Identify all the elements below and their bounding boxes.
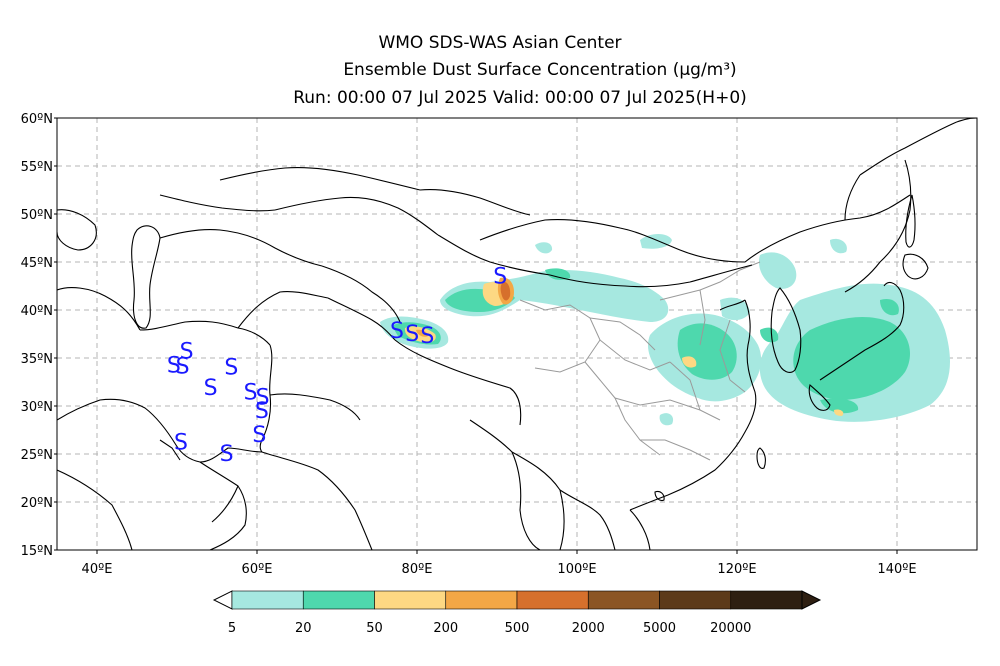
dust-station-marker: S — [255, 399, 269, 424]
colorbar-swatch — [231, 590, 304, 610]
colorbar-swatch — [730, 590, 803, 610]
latitude-tick-label: 50ºN — [21, 208, 53, 223]
latitude-tick-label: 30ºN — [21, 400, 53, 415]
longitude-tick-label: 100ºE — [557, 562, 596, 577]
longitude-tick-label: 120ºE — [717, 562, 756, 577]
longitude-tick-label: 40ºE — [82, 562, 113, 577]
province-borders — [519, 261, 761, 461]
dust-station-marker: S — [252, 423, 266, 448]
colorbar-level-label: 50 — [366, 621, 383, 636]
dust-station-marker: S — [390, 319, 404, 344]
title-line-1: WMO SDS-WAS Asian Center — [378, 33, 622, 53]
colorbar-swatch — [516, 590, 589, 610]
dust-station-marker: S — [493, 264, 507, 289]
latitude-tick-label: 40ºN — [21, 304, 53, 319]
dust-station-marker: S — [420, 324, 434, 349]
map-frame — [56, 117, 978, 551]
colorbar-swatch — [659, 590, 732, 610]
latitude-tick-label: 60ºN — [21, 112, 53, 127]
dust-station-marker: S — [244, 381, 258, 406]
dust-station-marker: S — [204, 376, 218, 401]
longitude-labels: 40ºE 60ºE 80ºE 100ºE 120ºE 140ºE — [82, 550, 917, 577]
dust-station-marker: S — [220, 442, 234, 467]
latitude-tick-label: 20ºN — [21, 496, 53, 511]
dust-station-marker: S — [405, 322, 419, 347]
longitude-tick-label: 80ºE — [402, 562, 433, 577]
title-line-3: Run: 00:00 07 Jul 2025 Valid: 00:00 07 J… — [293, 88, 747, 108]
dust-station-marker: S — [167, 354, 181, 379]
colorbar-swatch — [302, 590, 375, 610]
colorbar-level-label: 2000 — [572, 621, 605, 636]
longitude-tick-label: 140ºE — [877, 562, 916, 577]
colorbar-swatch — [587, 590, 660, 610]
dust-station-marker: S — [224, 356, 238, 381]
latitude-labels: 60ºN 55ºN 50ºN 45ºN 40ºN 35ºN 30ºN 25ºN 20ºN 15ºN — [21, 112, 57, 559]
colorbar-level-label: 20 — [295, 621, 312, 636]
colorbar-high-arrow — [801, 590, 822, 610]
colorbar-level-label: 500 — [505, 621, 530, 636]
latitude-tick-label: 55ºN — [21, 160, 53, 175]
latitude-tick-label: 25ºN — [21, 448, 53, 463]
latitude-tick-label: 35ºN — [21, 352, 53, 367]
dust-station-marker: S — [174, 431, 188, 456]
colorbar-swatch — [445, 590, 518, 610]
colorbar-level-label: 200 — [433, 621, 458, 636]
longitude-tick-label: 60ºE — [242, 562, 273, 577]
dust-level-500-2000 — [500, 281, 511, 301]
dust-station-marker: S — [180, 339, 194, 364]
colorbar-swatch — [374, 590, 447, 610]
title-line-2: Ensemble Dust Surface Concentration (μg/… — [343, 60, 737, 80]
latitude-tick-label: 45ºN — [21, 256, 53, 271]
dust-concentration-field — [380, 234, 950, 426]
colorbar-boxes — [212, 590, 822, 610]
country-borders-coastlines — [57, 118, 977, 550]
colorbar-labels: 5 20 50 200 500 2000 5000 20000 — [228, 621, 752, 636]
colorbar-low-arrow — [212, 590, 233, 610]
colorbar-level-label: 20000 — [710, 621, 751, 636]
latitude-tick-label: 15ºN — [21, 544, 53, 559]
dust-station-marker: S — [256, 385, 270, 410]
colorbar-level-label: 5 — [228, 621, 236, 636]
colorbar-level-label: 5000 — [643, 621, 676, 636]
dust-station-marker: S — [176, 355, 190, 380]
